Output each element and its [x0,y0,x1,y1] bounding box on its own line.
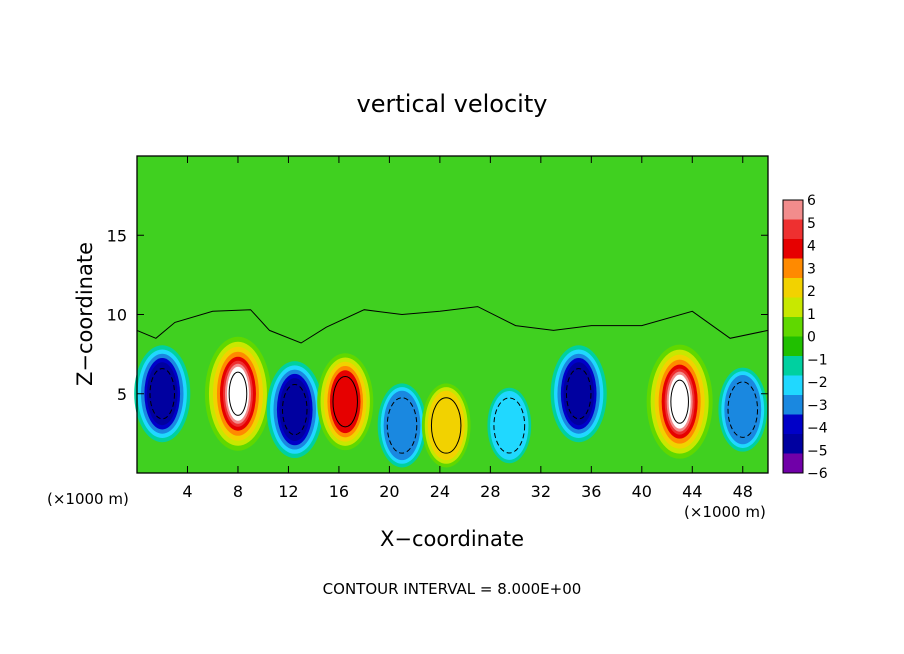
colorbar-swatch-12 [783,414,803,435]
x-tick-label-8: 8 [233,482,243,501]
cell-5-ring-3 [383,390,421,461]
x-tick-label-44: 44 [682,482,702,501]
cell-10-ring-3 [724,374,762,445]
velocity-cell-10 [718,367,768,452]
x-tick-label-24: 24 [430,482,450,501]
x-axis-label: X−coordinate [380,527,524,551]
y-axis-ticks: 5 10 15 [107,226,768,404]
x-tick-label-40: 40 [632,482,652,501]
cell-5-contour [386,397,418,454]
cell-4-ring-5 [329,370,361,434]
cell-7-ring-2 [490,391,529,460]
colorbar-swatch-4 [783,258,803,279]
velocity-cell-7 [487,387,532,464]
colorbar-label-2: 5 [807,216,816,232]
colorbar-swatch-3 [783,239,803,259]
contour-lines [136,306,769,344]
colorbar-swatch-6 [783,297,803,318]
velocity-cell-2 [204,336,271,451]
colorbar-label-8: −1 [807,352,828,368]
x-tick-label-28: 28 [480,482,500,501]
velocity-cell-4 [317,353,374,451]
plot-area [134,155,769,474]
colorbar-swatch-2 [783,219,803,240]
colorbar-label-9: −2 [807,375,828,391]
cell-8-ring-5 [563,362,594,426]
x-unit-left: (×1000 m) [47,490,129,508]
cell-9-contour [670,379,689,424]
cell-4-contour [332,376,358,428]
x-tick-label-48: 48 [733,482,753,501]
x-tick-label-36: 36 [581,482,601,501]
y-tick-label-5: 5 [117,385,127,404]
zero-contour-line [136,306,769,344]
velocity-cell-6 [421,383,471,468]
x-unit-right: (×1000 m) [684,503,766,521]
colorbar-label-6: 1 [807,307,816,323]
cell-1-contour [149,368,175,420]
x-tick-label-12: 12 [278,482,298,501]
cell-10-contour [727,381,759,438]
colorbar-label-12: −5 [807,443,828,459]
chart-title: vertical velocity [357,90,548,118]
velocity-cell-8 [550,345,607,443]
colorbar-swatch-7 [783,317,803,337]
velocity-cell-5 [377,383,427,468]
colorbar-swatch-1 [783,200,803,220]
colorbar-swatch-11 [783,395,803,415]
cell-1-ring-5 [146,362,178,426]
cell-6-ring-3 [427,390,465,461]
cell-6-contour [430,397,462,454]
cell-8-contour [565,368,592,420]
colorbar-swatch-5 [783,278,803,298]
velocity-cell-1 [134,345,191,443]
x-tick-label-32: 32 [531,482,551,501]
x-tick-label-20: 20 [379,482,399,501]
colorbar-swatch-14 [783,453,803,474]
velocity-cell-3 [266,361,323,459]
x-axis-ticks: 4 8 12 16 20 24 28 32 36 40 44 48 [182,156,753,501]
y-axis-label: Z−coordinate [73,242,97,386]
cell-2-contour [228,371,248,416]
cell-2-ring-8 [226,366,249,421]
colorbar-swatch-10 [783,375,803,396]
colorbar-label-11: −4 [807,421,828,437]
x-tick-label-16: 16 [329,482,349,501]
contour-interval-label: CONTOUR INTERVAL = 8.000E+00 [323,580,582,598]
x-tick-label-4: 4 [182,482,192,501]
colorbar-label-10: −3 [807,398,828,414]
colorbar-swatch-8 [783,336,803,357]
velocity-field [134,336,768,468]
colorbar-swatch-13 [783,434,803,454]
colorbar-label-1: 6 [807,193,816,209]
colorbar-label-3: 4 [807,239,816,255]
velocity-cell-9 [646,344,713,459]
colorbar-swatch-9 [783,356,803,376]
cell-9-ring-8 [668,374,691,429]
colorbar-frame [782,199,804,474]
y-tick-label-15: 15 [107,226,127,245]
cell-7-contour [493,397,526,454]
cell-3-ring-5 [279,378,311,442]
colorbar-label-5: 2 [807,284,816,300]
colorbar-label-4: 3 [807,261,816,277]
colorbar-label-7: 0 [807,330,816,346]
colorbar-label-13: −6 [807,466,828,482]
cell-3-contour [282,383,308,436]
colorbar: 6 5 4 3 2 1 0 −1 −2 −3 −4 −5 −6 [782,193,828,482]
y-tick-label-10: 10 [107,306,127,325]
